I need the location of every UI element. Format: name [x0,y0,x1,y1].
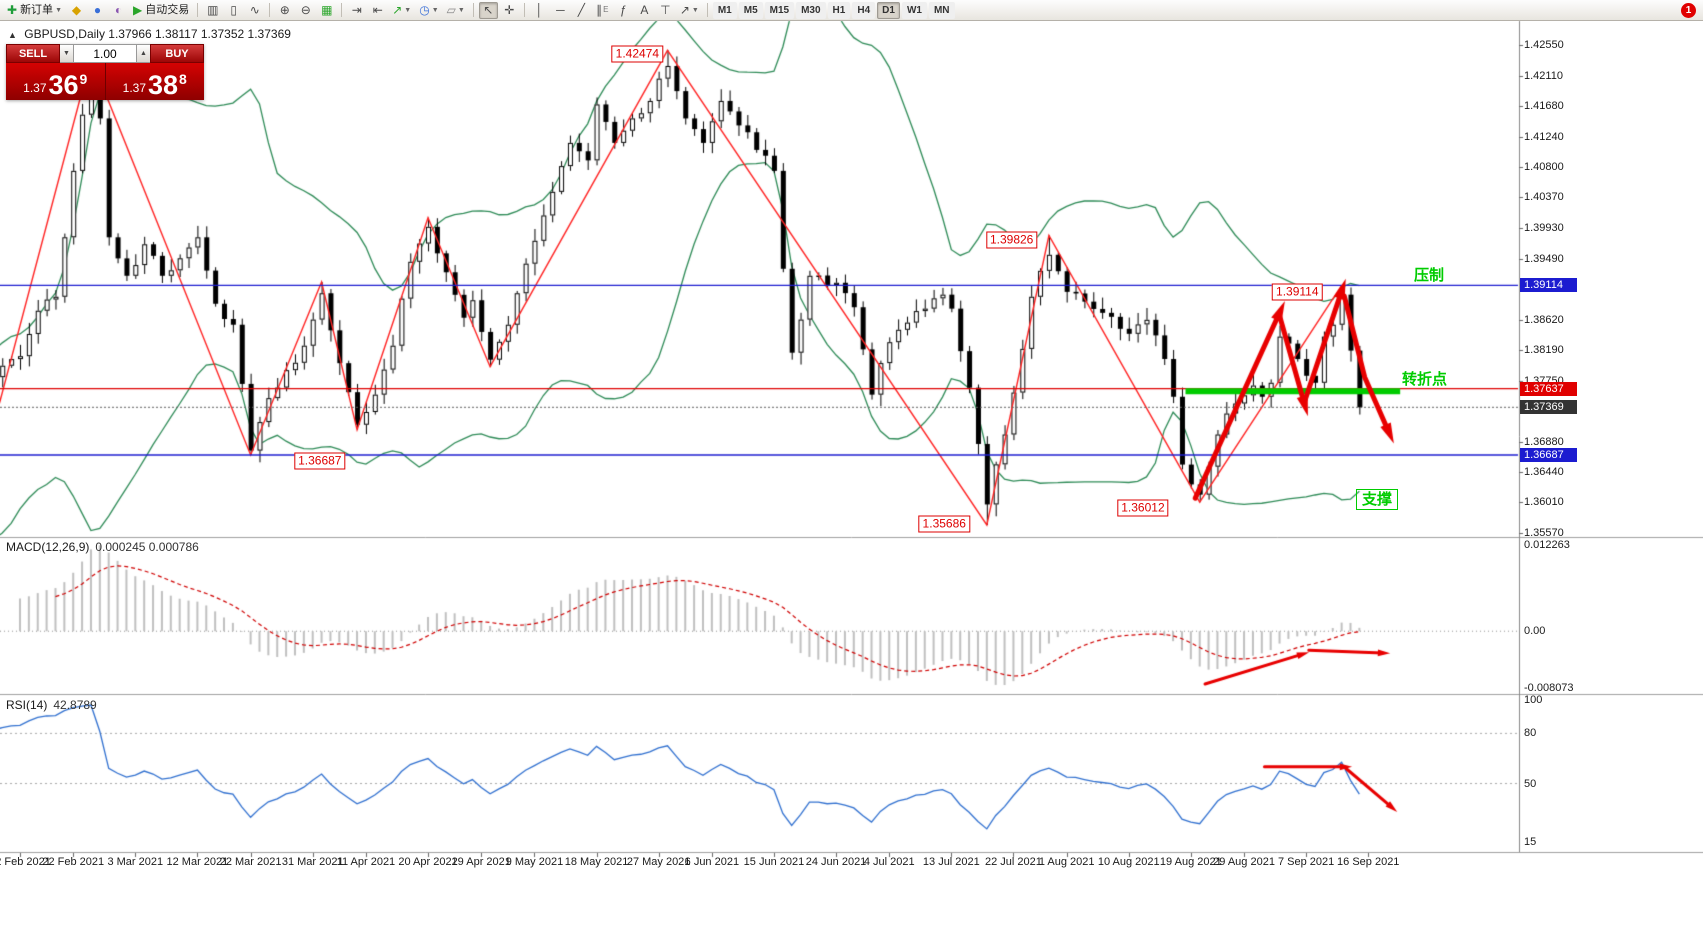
chevron-down-icon: ▼ [431,6,439,14]
fibonacci-icon: ƒ [619,3,627,17]
vertical-line-button[interactable]: │ [530,2,549,19]
trendline-icon: ╱ [577,3,585,17]
text-label-icon: ⊤ [660,3,671,17]
arrows-tool-button[interactable]: ↗ ▼ [677,2,702,19]
periods-button[interactable]: ◷ ▼ [416,2,441,19]
notifications-badge[interactable]: 1 [1681,2,1696,18]
panel-splitter-rsi[interactable] [0,691,1518,697]
equidistant-channel-button[interactable]: ∥ E [593,2,612,19]
timeframe-button-m15[interactable]: M15 [764,1,795,19]
text-button[interactable]: A [635,2,654,19]
auto-scroll-button[interactable]: ⇥ [347,2,366,19]
toolbar-separator [706,3,708,17]
zoom-in-icon: ⊕ [279,3,290,17]
chart-candles-icon: ▯ [230,3,238,17]
chart-title: ▲ GBPUSD,Daily 1.37966 1.38117 1.37352 1… [8,27,291,41]
toolbar-separator [472,3,474,17]
timeframe-button-d1[interactable]: D1 [877,1,900,19]
cursor-icon: ↖ [483,3,494,17]
horizontal-line-button[interactable]: ─ [551,2,570,19]
chart-shift-icon: ⇤ [372,3,383,17]
sell-price[interactable]: 1.37 36 9 [23,70,88,101]
timeframe-button-h4[interactable]: H4 [852,1,876,19]
chart-ohlc-values: 1.37966 1.38117 1.37352 1.37369 [108,27,291,41]
chart-line-icon: ∿ [249,3,260,17]
chevron-down-icon: ▼ [55,6,62,14]
market-watch-button[interactable]: ● [88,2,107,19]
new-order-label: 新订单 [20,3,54,16]
tile-windows-icon: ▦ [321,3,333,17]
chart-shift-button[interactable]: ⇤ [368,2,387,19]
metaeditor-icon: ◆ [71,3,82,17]
timeframe-button-m30[interactable]: M30 [796,1,826,19]
zoom-out-button[interactable]: ⊖ [296,2,315,19]
timeframe-button-w1[interactable]: W1 [901,1,927,19]
sell-button[interactable]: SELL [6,44,60,63]
auto-scroll-icon: ⇥ [351,3,362,17]
timeframe-button-mn[interactable]: MN [928,1,955,19]
toolbar-separator [523,3,525,17]
zoom-out-icon: ⊖ [300,3,311,17]
autotrading-button[interactable]: ▶ 自动交易 [130,2,192,19]
zoom-in-button[interactable]: ⊕ [275,2,294,19]
new-order-icon: ✚ [7,3,18,17]
fibonacci-button[interactable]: ƒ [614,2,633,19]
autotrading-label: 自动交易 [145,3,190,16]
equidistant-channel-icon: ∥ [596,3,603,17]
crosshair-icon: ✛ [504,3,515,17]
panel-splitter-macd[interactable] [0,534,1518,540]
arrows-tool-icon: ↗ [679,3,690,17]
trendline-button[interactable]: ╱ [572,2,591,19]
date-axis[interactable] [0,852,1518,876]
market-watch-icon: ● [93,3,102,17]
navigator-button[interactable]: ◐ [109,2,128,19]
timeframe-button-m1[interactable]: M1 [712,1,737,19]
templates-button[interactable]: ▱ ▼ [444,2,468,19]
volume-decrease-button[interactable]: ▼ [60,44,73,63]
toolbar-separator [197,3,199,17]
chevron-down-icon: ▼ [691,6,699,14]
periods-icon: ◷ [419,3,430,17]
chart-symbol-label: GBPUSD,Daily [24,27,105,41]
chart-bars-icon: ▥ [207,3,219,17]
buy-price[interactable]: 1.37 38 8 [122,70,187,101]
autotrading-icon: ▶ [133,3,143,17]
volume-increase-button[interactable]: ▲ [137,44,150,63]
macd-header: MACD(12,26,9) 0.000245 0.000786 [6,540,199,554]
volume-input[interactable] [73,44,137,63]
chevron-down-icon: ▼ [457,6,465,14]
new-order-button[interactable]: ✚ 新订单 ▼ [4,2,65,19]
macd-values: 0.000245 0.000786 [95,540,199,554]
chart-line-button[interactable]: ∿ [245,2,264,19]
text-icon: A [640,3,649,17]
buy-button[interactable]: BUY [150,44,204,63]
chevron-down-icon: ▼ [404,6,412,14]
rsi-value: 42.8789 [53,698,97,712]
navigator-icon: ◐ [114,3,123,17]
price-divider [104,63,106,100]
templates-icon: ▱ [446,3,456,17]
chart-bars-button[interactable]: ▥ [203,2,222,19]
metaeditor-button[interactable]: ◆ [67,2,86,19]
toolbar-separator [269,3,271,17]
toolbar-separator [341,3,343,17]
chart-candles-button[interactable]: ▯ [224,2,243,19]
vertical-line-icon: │ [535,3,544,17]
cursor-button[interactable]: ↖ [478,1,498,19]
indicators-list-icon: ↗ [392,3,403,17]
indicators-list-button[interactable]: ↗ ▼ [389,2,414,19]
horizontal-line-icon: ─ [556,3,565,17]
crosshair-button[interactable]: ✛ [500,2,519,19]
tile-windows-button[interactable]: ▦ [317,2,336,19]
collapse-trade-panel-icon[interactable]: ▲ [8,30,17,40]
timeframe-button-h1[interactable]: H1 [827,1,851,19]
price-axis[interactable] [1519,21,1599,852]
text-label-button[interactable]: ⊤ [656,2,675,19]
timeframe-button-m5[interactable]: M5 [738,1,763,19]
rsi-header: RSI(14) 42.8789 [6,698,97,712]
